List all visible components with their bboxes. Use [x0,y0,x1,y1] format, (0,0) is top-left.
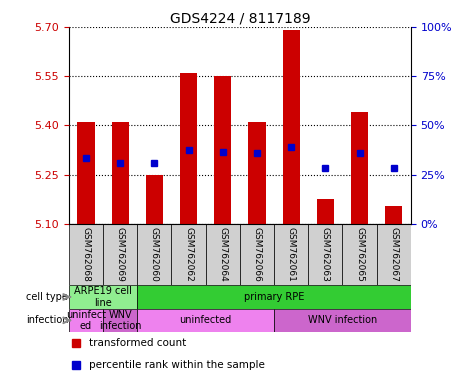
Text: GSM762064: GSM762064 [218,227,227,281]
Text: GSM762060: GSM762060 [150,227,159,282]
Bar [146,175,163,224]
Text: GSM762061: GSM762061 [287,227,295,282]
Text: ARPE19 cell
line: ARPE19 cell line [74,286,132,308]
Bar [103,224,137,285]
Text: GSM762065: GSM762065 [355,227,364,282]
Bar [137,285,411,309]
Text: GSM762066: GSM762066 [253,227,261,282]
Text: GSM762069: GSM762069 [116,227,124,282]
Text: percentile rank within the sample: percentile rank within the sample [89,360,265,370]
Bar [206,224,240,285]
Bar [103,309,137,332]
Bar [351,112,368,224]
Text: transformed count: transformed count [89,338,187,348]
Bar [283,30,300,224]
Bar [385,206,402,224]
Text: uninfected: uninfected [180,315,232,325]
Bar [137,224,171,285]
Text: GSM762063: GSM762063 [321,227,330,282]
Bar [214,76,231,224]
Bar [240,224,274,285]
Text: GSM762067: GSM762067 [390,227,398,282]
Text: uninfect
ed: uninfect ed [66,310,106,331]
Bar [77,122,95,224]
Title: GDS4224 / 8117189: GDS4224 / 8117189 [170,12,310,26]
Text: infection: infection [26,315,68,325]
Bar [274,224,308,285]
Text: cell type: cell type [26,292,68,302]
Bar [69,224,103,285]
Bar [248,122,266,224]
Text: primary RPE: primary RPE [244,292,304,302]
Bar [308,224,342,285]
Bar [317,199,334,224]
Text: WNV infection: WNV infection [308,315,377,325]
Text: WNV
infection: WNV infection [99,310,142,331]
Bar [342,224,377,285]
Bar [171,224,206,285]
Bar [180,73,197,224]
Text: GSM762068: GSM762068 [82,227,90,282]
Bar [69,309,103,332]
Text: GSM762062: GSM762062 [184,227,193,281]
Bar [112,122,129,224]
Bar [69,285,137,309]
Bar [377,224,411,285]
Bar [274,309,411,332]
Bar [137,309,274,332]
